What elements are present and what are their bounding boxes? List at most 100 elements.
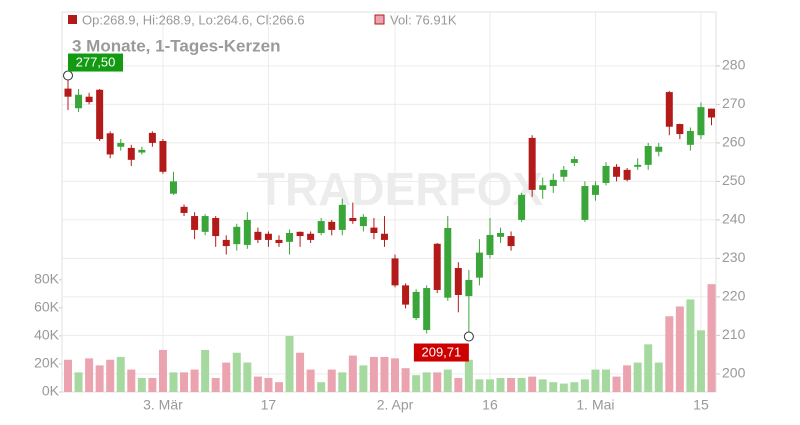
y-tick-label: 210 [722,326,746,342]
y-tick-label: 270 [722,95,746,111]
price-legend-swatch [68,15,77,24]
volume-bar [422,372,431,392]
volume-bar [696,330,705,392]
volume-bar [148,377,157,392]
volume-bar [222,362,231,392]
candle-body [180,206,188,213]
volume-bar [127,369,136,392]
x-tick-label: 16 [482,397,498,413]
volume-bar [454,377,463,392]
volume-bar [570,382,579,392]
volume-bar [496,377,505,392]
extreme-label: 277,50 [76,54,116,69]
candle-body [148,132,156,143]
candle-body [275,239,283,244]
candle-body [127,147,135,160]
volume-bar [686,299,695,392]
volume-bar [85,358,94,392]
volume-bar [633,362,642,392]
candle-body [708,108,715,118]
candle-body [201,216,209,232]
volume-bar [95,365,104,392]
candle-body [75,94,83,109]
volume-layer [64,284,716,392]
candle-body [570,159,578,163]
volume-bar [559,383,568,392]
volume-tick-label: 80K [34,271,60,287]
volume-bar [464,359,473,392]
extreme-label-box [68,53,123,72]
candle-body [117,142,125,147]
x-tick-label: 15 [693,397,709,413]
candle-body [433,243,441,290]
candle-body [581,186,589,220]
candle-body [96,89,104,140]
candle-body [444,227,452,298]
candle-body [507,236,515,247]
candle-body [697,107,705,136]
volume-bar [433,372,442,392]
volume-bar [644,344,653,392]
candle-body [686,130,694,145]
candle-body [623,169,631,180]
volume-bar [169,372,178,392]
candle-body [359,216,367,227]
candle-body [644,145,652,165]
volume-bar [285,335,294,392]
candle-body [676,124,684,135]
volume-bar [137,377,146,392]
volume-bar [654,362,663,392]
extreme-label-box [413,343,469,362]
volume-bar [549,382,558,392]
volume-bar [538,379,547,392]
volume-bar [106,359,115,392]
volume-bar [306,369,315,392]
x-tick-label: 2. Apr [377,397,414,413]
candle-body [539,185,547,190]
candle-body [254,231,262,240]
candle-body [370,227,378,233]
candle-body [349,217,357,222]
candle-body [423,288,431,331]
candle-body [528,137,536,190]
candle-body [85,96,93,103]
volume-bar [201,349,210,392]
candle-body [497,232,505,237]
candle-body [243,219,251,245]
candle-body [655,146,663,152]
volume-bar [380,356,389,392]
volume-tick-label: 60K [34,299,60,315]
subtitle: 3 Monate, 1-Tages-Kerzen [72,36,280,55]
volume-tick-label: 0K [42,383,60,399]
candle-body [191,216,199,230]
x-tick-label: 3. Mär [143,397,183,413]
candle-body [307,233,315,240]
volume-bar [190,369,199,392]
candle-body [264,233,272,240]
volume-bar [317,382,326,392]
y-tick-label: 280 [722,57,746,73]
volume-bar [158,349,167,392]
volume-bar [359,365,368,392]
volume-bar [296,352,305,392]
watermark: TRADERFOX [257,163,544,215]
volume-bar [64,359,72,392]
volume-bar [243,362,252,392]
volume-bar [274,382,283,392]
candle-body [465,279,473,297]
candle-body [222,239,230,247]
y-tick-label: 250 [722,172,746,188]
y-tick-label: 260 [722,134,746,150]
candle-body [518,194,526,220]
volume-tick-label: 20K [34,355,60,371]
candle-body [212,217,220,237]
volume-bar [528,376,537,392]
candle-body [169,181,177,194]
volume-bar [485,379,494,392]
volume-bar [348,355,357,392]
volume-bar [412,375,421,392]
volume-bar [401,368,410,392]
candle-body [296,231,304,237]
